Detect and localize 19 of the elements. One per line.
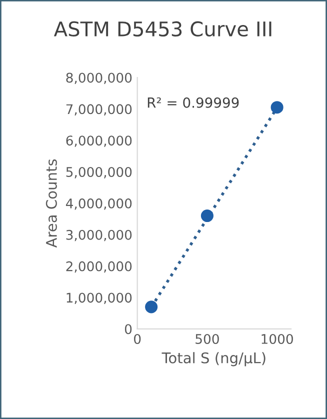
chart-title: ASTM D5453 Curve III bbox=[54, 21, 272, 37]
y-tick-label: 2,000,000 bbox=[66, 261, 132, 273]
y-tick-label: 5,000,000 bbox=[66, 167, 132, 178]
point bbox=[200, 210, 214, 222]
x-tick-label: 500 bbox=[196, 334, 219, 344]
y-tick-label: 8,000,000 bbox=[66, 72, 132, 84]
y-tick-label: 4,000,000 bbox=[66, 198, 132, 210]
point bbox=[145, 300, 158, 314]
annotation: R² = 0.99999 bbox=[148, 97, 239, 108]
y-tick-label: 7,000,000 bbox=[66, 104, 132, 116]
point bbox=[270, 101, 284, 114]
x-tick-label: 0 bbox=[134, 334, 141, 344]
y-tick-label: 1,000,000 bbox=[66, 292, 132, 304]
x-tick-label: 1000 bbox=[262, 334, 293, 344]
y-tick-label: 3,000,000 bbox=[66, 230, 132, 242]
y-tick-label: 0 bbox=[124, 324, 132, 334]
y-tick-label: 6,000,000 bbox=[66, 136, 132, 147]
x-axis-title: Total S (ng/µL) bbox=[162, 352, 266, 366]
y-axis-title: Area Counts bbox=[46, 159, 57, 248]
